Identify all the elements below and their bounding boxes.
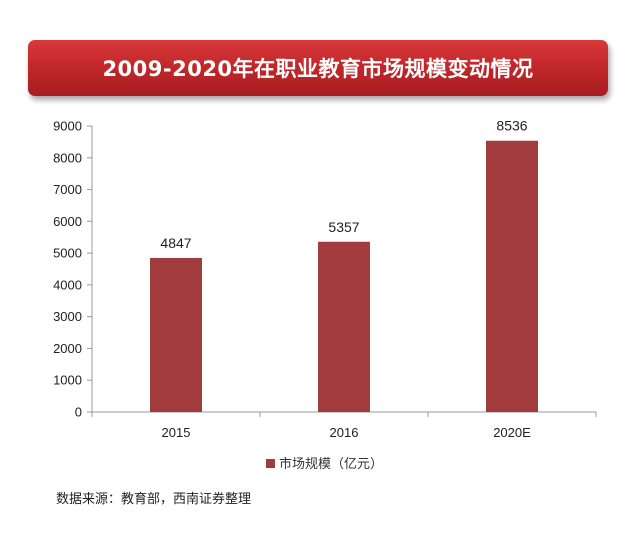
y-tick-label: 9000	[53, 119, 82, 134]
y-tick-label: 2000	[53, 341, 82, 356]
y-tick-label: 7000	[53, 182, 82, 197]
x-tick-label: 2016	[330, 425, 359, 440]
x-tick-label: 2020E	[493, 425, 531, 440]
x-tick-label: 2015	[162, 425, 191, 440]
y-tick-label: 4000	[53, 277, 82, 292]
data-label: 5357	[328, 219, 359, 235]
x-axis: 2015 2016 2020E	[91, 411, 597, 440]
data-labels: 4847 5357 8536	[160, 118, 527, 251]
y-tick-label: 8000	[53, 150, 82, 165]
y-tick-label: 5000	[53, 246, 82, 261]
bar	[486, 140, 538, 413]
y-axis: 0 1000 2000 3000 4000 5000 6000 7000 8000 9000	[53, 119, 93, 420]
y-tick-label: 6000	[53, 214, 82, 229]
legend-swatch	[266, 459, 275, 468]
bar	[150, 257, 202, 412]
y-tick-label: 1000	[53, 373, 82, 388]
data-label: 8536	[496, 118, 527, 134]
legend: 市场规模（亿元）	[266, 456, 383, 472]
data-label: 4847	[160, 235, 191, 251]
chart-title-banner: 2009-2020年在职业教育市场规模变动情况	[28, 40, 608, 96]
chart-title: 2009-2020年在职业教育市场规模变动情况	[102, 57, 534, 81]
y-tick-label: 3000	[53, 309, 82, 324]
y-tick-label: 0	[75, 405, 82, 420]
bar	[318, 241, 370, 412]
source-note: 数据来源：教育部，西南证券整理	[56, 492, 252, 507]
bars	[150, 140, 538, 413]
legend-label: 市场规模（亿元）	[279, 456, 383, 472]
